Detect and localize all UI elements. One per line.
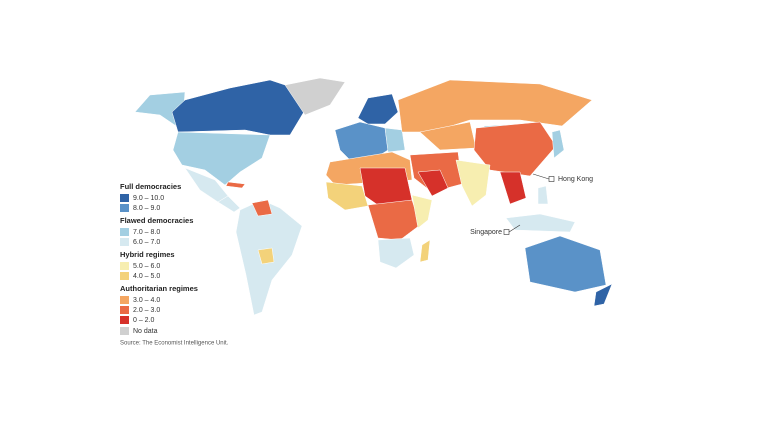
arabia xyxy=(417,169,449,197)
australia xyxy=(524,235,607,293)
legend-label: 3.0 – 4.0 xyxy=(133,297,160,304)
legend-swatch xyxy=(120,262,129,270)
callout-label: Hong Kong xyxy=(558,176,593,183)
central-america xyxy=(217,195,241,213)
world-map xyxy=(134,77,613,316)
legend-heading: Hybrid regimes xyxy=(120,250,175,259)
china xyxy=(473,121,557,177)
legend-swatch xyxy=(120,228,129,236)
legend-swatch xyxy=(120,272,129,280)
madagascar xyxy=(419,239,431,263)
legend-heading: Full democracies xyxy=(120,182,181,191)
source: Source: The Economist Intelligence Unit. xyxy=(120,341,229,347)
legend-label: 6.0 – 7.0 xyxy=(133,239,160,246)
legend-heading: Flawed democracies xyxy=(120,216,193,225)
legend-label: 4.0 – 5.0 xyxy=(133,273,160,280)
callout-line xyxy=(532,173,550,180)
indochina xyxy=(499,171,527,205)
callout-label: Singapore xyxy=(470,229,502,236)
legend-swatch xyxy=(120,327,129,335)
legend-swatch xyxy=(120,194,129,202)
legend-swatch xyxy=(120,316,129,324)
legend-swatch xyxy=(120,296,129,304)
legend: Full democracies 9.0 – 10.0 8.0 – 9.0 Flawe… xyxy=(120,182,198,335)
greenland xyxy=(284,77,346,116)
southern-africa xyxy=(377,237,415,269)
legend-swatch xyxy=(120,306,129,314)
indonesia xyxy=(505,213,576,233)
legend-label: No data xyxy=(133,328,158,335)
legend-label: 8.0 – 9.0 xyxy=(133,205,160,212)
legend-label: 2.0 – 3.0 xyxy=(133,307,160,314)
russia xyxy=(397,79,593,133)
callout-line xyxy=(508,224,521,233)
legend-label: 7.0 – 8.0 xyxy=(133,229,160,236)
scandinavia xyxy=(357,93,399,125)
legend-label: 0 – 2.0 xyxy=(133,317,155,324)
usa xyxy=(172,131,271,186)
callout-marker xyxy=(503,229,510,235)
legend-label: 9.0 – 10.0 xyxy=(133,195,164,202)
japan xyxy=(551,129,565,159)
canada xyxy=(171,79,306,136)
east-africa xyxy=(411,194,433,229)
callout-marker xyxy=(548,176,555,182)
alaska xyxy=(134,91,186,131)
eastern-europe xyxy=(384,127,406,153)
bolivia xyxy=(257,247,275,265)
cuba xyxy=(225,181,246,189)
legend-swatch xyxy=(120,238,129,246)
new-zealand xyxy=(593,283,613,307)
legend-swatch xyxy=(120,204,129,212)
legend-label: 5.0 – 6.0 xyxy=(133,263,160,270)
central-africa xyxy=(367,199,421,241)
west-africa xyxy=(325,181,369,211)
legend-heading: Authoritarian regimes xyxy=(120,284,198,293)
philippines xyxy=(537,185,549,205)
india xyxy=(455,159,491,207)
venezuela xyxy=(251,199,273,217)
